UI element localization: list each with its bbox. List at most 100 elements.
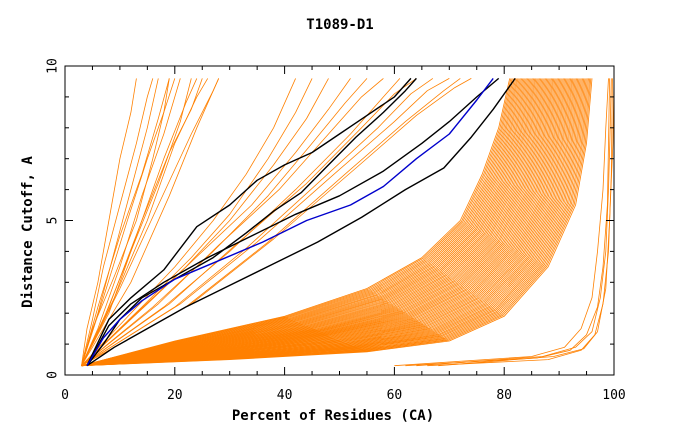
orange-series-line: [81, 78, 546, 367]
orange-series-line: [81, 78, 450, 367]
orange-series-line: [81, 78, 520, 367]
orange-series-line: [81, 78, 563, 367]
orange-series-line: [81, 78, 511, 367]
orange-series-line: [81, 78, 573, 367]
orange-series-line: [81, 78, 329, 366]
orange-series-line: [81, 78, 220, 366]
chart-title: T1089-D1: [306, 17, 373, 33]
orange-series-line: [81, 78, 580, 367]
orange-series-line: [81, 78, 528, 367]
orange-series-line: [81, 78, 571, 367]
orange-series-line: [81, 78, 137, 366]
orange-series-line: [81, 78, 539, 367]
orange-series-line: [81, 78, 515, 367]
orange-series-line: [81, 78, 562, 367]
orange-series-line: [81, 78, 530, 367]
orange-series-line: [81, 78, 550, 367]
orange-series-line: [405, 78, 610, 367]
orange-series-line: [81, 78, 576, 367]
orange-series-line: [81, 78, 559, 367]
orange-series-line: [81, 78, 591, 367]
orange-series-line: [81, 78, 536, 367]
orange-series-line: [81, 78, 544, 367]
black-series-line: [86, 77, 412, 366]
x-tick-label: 20: [167, 388, 183, 403]
y-axis-label: Distance Cutoff, A: [20, 156, 36, 308]
orange-series-line: [81, 78, 558, 367]
x-axis-label: Percent of Residues (CA): [232, 408, 434, 424]
orange-series-line: [81, 78, 586, 367]
orange-series-line: [81, 78, 526, 367]
x-axis-ticks: 0 20 40 60 80 100: [61, 66, 626, 403]
blue-series-line: [86, 77, 494, 367]
x-tick-label: 60: [387, 388, 403, 403]
orange-series-line: [81, 78, 555, 367]
orange-series-line: [81, 78, 313, 366]
orange-series-line: [81, 78, 198, 366]
orange-series-line: [81, 78, 192, 366]
orange-series-line: [81, 78, 514, 367]
y-axis-ticks: 0 5 10: [46, 58, 614, 379]
orange-series-line: [81, 78, 170, 366]
background-group-series: [81, 78, 615, 367]
orange-series-line: [81, 78, 351, 366]
orange-series-line: [81, 78, 531, 367]
orange-series-line: [81, 78, 209, 366]
orange-series-line: [81, 78, 368, 367]
orange-series-line: [81, 78, 512, 367]
x-tick-label: 100: [602, 388, 625, 403]
y-tick-label: 5: [46, 217, 61, 225]
orange-series-line: [81, 78, 542, 367]
orange-series-line: [81, 78, 537, 367]
orange-series-line: [81, 78, 557, 367]
orange-series-line: [81, 78, 417, 367]
orange-series-line: [81, 78, 556, 367]
orange-series-line: [81, 78, 579, 367]
orange-series-line: [81, 78, 518, 367]
orange-series-line: [81, 78, 592, 367]
orange-series-line: [81, 78, 564, 367]
orange-series-line: [81, 78, 170, 366]
orange-series-line: [81, 78, 568, 367]
orange-series-line: [81, 78, 593, 367]
orange-series-line: [81, 78, 513, 367]
orange-series-line: [81, 78, 176, 366]
orange-series-line: [81, 78, 527, 367]
orange-series-line: [438, 78, 615, 367]
orange-series-line: [81, 78, 545, 367]
orange-series-line: [81, 78, 587, 367]
orange-series-line: [81, 78, 524, 367]
orange-series-line: [81, 78, 589, 367]
x-tick-label: 40: [277, 388, 293, 403]
orange-series-line: [81, 78, 548, 367]
orange-series-line: [81, 78, 549, 367]
y-tick-label: 10: [46, 58, 61, 74]
orange-series-line: [81, 78, 538, 367]
orange-series-line: [81, 78, 551, 367]
orange-series-line: [81, 78, 543, 367]
orange-series-line: [81, 78, 181, 366]
orange-series-line: [81, 78, 534, 367]
black-series-line: [86, 77, 500, 367]
orange-series-line: [81, 78, 582, 367]
orange-series-line: [81, 78, 554, 367]
orange-series-line: [81, 78, 570, 367]
orange-series-line: [81, 78, 532, 367]
orange-series-line: [81, 78, 575, 367]
orange-series-line: [81, 78, 522, 367]
orange-series-line: [81, 78, 519, 367]
orange-series-line: [81, 78, 517, 367]
black-series-line: [86, 77, 516, 367]
orange-series-line: [81, 78, 567, 367]
orange-series-line: [81, 78, 552, 367]
y-tick-label: 0: [46, 371, 61, 379]
orange-series-line: [416, 78, 612, 367]
orange-series-line: [81, 78, 561, 367]
orange-series-line: [81, 78, 154, 366]
x-tick-label: 0: [61, 388, 69, 403]
orange-series-line: [394, 78, 609, 367]
orange-series-line: [81, 78, 583, 367]
orange-series-line: [81, 78, 540, 367]
orange-series-line: [81, 78, 533, 367]
